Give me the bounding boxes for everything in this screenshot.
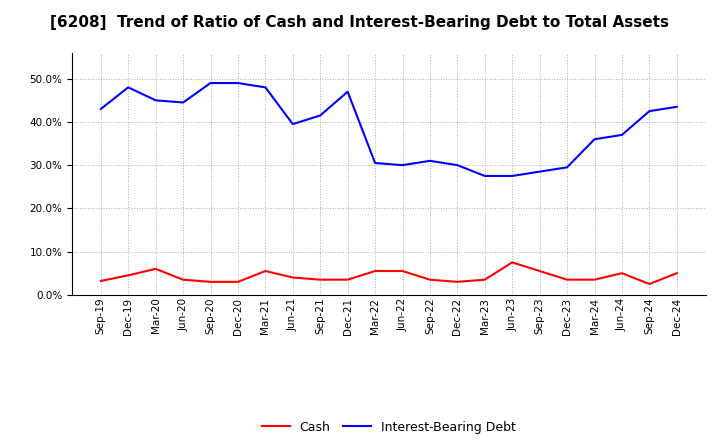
Interest-Bearing Debt xyxy=(151,98,160,103)
Cash xyxy=(480,277,489,282)
Cash xyxy=(426,277,434,282)
Interest-Bearing Debt xyxy=(590,136,599,142)
Cash xyxy=(179,277,187,282)
Cash xyxy=(453,279,462,285)
Interest-Bearing Debt xyxy=(398,162,407,168)
Cash xyxy=(371,268,379,274)
Interest-Bearing Debt xyxy=(453,162,462,168)
Interest-Bearing Debt xyxy=(536,169,544,174)
Cash xyxy=(233,279,242,285)
Interest-Bearing Debt xyxy=(672,104,681,110)
Line: Interest-Bearing Debt: Interest-Bearing Debt xyxy=(101,83,677,176)
Cash xyxy=(618,271,626,276)
Interest-Bearing Debt xyxy=(261,85,270,90)
Interest-Bearing Debt xyxy=(124,85,132,90)
Cash xyxy=(96,279,105,284)
Interest-Bearing Debt xyxy=(426,158,434,164)
Cash xyxy=(563,277,572,282)
Interest-Bearing Debt xyxy=(233,81,242,86)
Interest-Bearing Debt xyxy=(206,81,215,86)
Cash xyxy=(124,273,132,278)
Cash xyxy=(316,277,325,282)
Interest-Bearing Debt xyxy=(316,113,325,118)
Cash xyxy=(645,281,654,286)
Cash xyxy=(289,275,297,280)
Cash xyxy=(261,268,270,274)
Interest-Bearing Debt xyxy=(179,100,187,105)
Cash xyxy=(508,260,516,265)
Interest-Bearing Debt xyxy=(343,89,352,94)
Interest-Bearing Debt xyxy=(508,173,516,179)
Cash xyxy=(672,271,681,276)
Cash xyxy=(151,266,160,271)
Interest-Bearing Debt xyxy=(371,160,379,165)
Cash xyxy=(398,268,407,274)
Cash xyxy=(590,277,599,282)
Interest-Bearing Debt xyxy=(618,132,626,138)
Cash xyxy=(536,268,544,274)
Interest-Bearing Debt xyxy=(289,121,297,127)
Line: Cash: Cash xyxy=(101,262,677,284)
Text: [6208]  Trend of Ratio of Cash and Interest-Bearing Debt to Total Assets: [6208] Trend of Ratio of Cash and Intere… xyxy=(50,15,670,30)
Cash xyxy=(206,279,215,285)
Interest-Bearing Debt xyxy=(563,165,572,170)
Legend: Cash, Interest-Bearing Debt: Cash, Interest-Bearing Debt xyxy=(257,416,521,439)
Cash xyxy=(343,277,352,282)
Interest-Bearing Debt xyxy=(96,106,105,112)
Interest-Bearing Debt xyxy=(645,109,654,114)
Interest-Bearing Debt xyxy=(480,173,489,179)
